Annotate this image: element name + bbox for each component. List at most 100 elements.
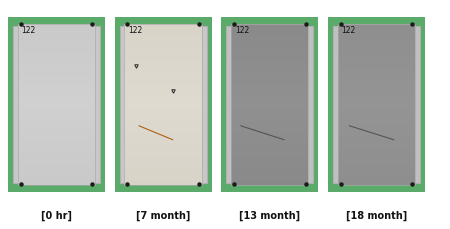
Bar <box>124 37 202 41</box>
Bar <box>18 85 95 89</box>
Bar <box>124 149 202 153</box>
Bar <box>18 109 95 113</box>
Bar <box>18 177 95 181</box>
Bar <box>18 89 95 93</box>
Bar <box>338 73 415 77</box>
Bar <box>338 101 415 105</box>
Bar <box>231 157 308 161</box>
Bar <box>338 149 415 153</box>
Bar <box>124 73 202 77</box>
Bar <box>338 89 415 93</box>
Bar <box>124 41 202 45</box>
Bar <box>338 49 415 53</box>
Bar <box>231 141 308 145</box>
Bar <box>338 157 415 161</box>
Bar <box>231 61 308 65</box>
Bar <box>338 173 415 177</box>
Bar <box>231 129 308 133</box>
Bar <box>18 133 95 137</box>
Bar <box>231 93 308 97</box>
Bar <box>124 177 202 181</box>
Bar <box>18 121 95 125</box>
Bar <box>124 25 202 185</box>
Bar <box>231 125 308 129</box>
Bar <box>231 73 308 77</box>
Bar <box>338 25 415 29</box>
Bar <box>231 101 308 105</box>
Bar <box>18 129 95 133</box>
Bar <box>18 125 95 129</box>
Bar <box>18 161 95 165</box>
Bar <box>18 45 95 49</box>
Bar <box>124 169 202 173</box>
Bar <box>338 29 415 33</box>
Bar <box>124 161 202 165</box>
Bar <box>124 157 202 161</box>
Bar <box>338 81 415 85</box>
Bar <box>18 157 95 161</box>
Bar <box>18 165 95 169</box>
Bar <box>231 133 308 137</box>
Bar <box>231 33 308 37</box>
Bar <box>18 41 95 45</box>
Bar <box>231 89 308 93</box>
Bar <box>338 125 415 129</box>
Text: [0 hr]: [0 hr] <box>41 210 72 220</box>
Bar <box>18 49 95 53</box>
Bar <box>18 25 95 185</box>
Bar <box>124 61 202 65</box>
Bar <box>124 121 202 125</box>
Bar <box>231 117 308 121</box>
Text: 122: 122 <box>22 26 36 35</box>
Bar <box>231 65 308 69</box>
Bar <box>124 65 202 69</box>
Bar <box>338 177 415 181</box>
Bar <box>338 169 415 173</box>
Bar <box>338 25 415 185</box>
Bar <box>124 57 202 61</box>
Bar <box>124 105 202 109</box>
Bar <box>124 97 202 101</box>
Bar <box>124 69 202 73</box>
Bar <box>338 53 415 57</box>
Bar <box>124 173 202 177</box>
Bar <box>338 153 415 157</box>
Bar <box>338 141 415 145</box>
Bar <box>124 77 202 81</box>
Bar <box>231 169 308 173</box>
Bar <box>338 97 415 101</box>
Bar <box>231 181 308 185</box>
Bar <box>124 89 202 93</box>
Bar <box>18 37 95 41</box>
Bar <box>231 149 308 153</box>
Bar <box>18 153 95 157</box>
Bar <box>124 153 202 157</box>
Bar <box>231 177 308 181</box>
Bar <box>231 41 308 45</box>
Bar <box>124 125 202 129</box>
Bar <box>124 117 202 121</box>
Bar <box>18 149 95 153</box>
Bar <box>18 69 95 73</box>
Bar <box>338 61 415 65</box>
Bar <box>124 137 202 141</box>
Text: [7 month]: [7 month] <box>136 210 190 220</box>
Bar <box>18 29 95 33</box>
Bar <box>231 29 308 33</box>
Bar <box>231 25 308 185</box>
Text: 122: 122 <box>235 26 249 35</box>
Bar <box>338 181 415 185</box>
Bar <box>231 145 308 149</box>
Bar <box>231 109 308 113</box>
Bar <box>124 145 202 149</box>
Bar <box>124 129 202 133</box>
Text: [18 month]: [18 month] <box>346 210 407 220</box>
Bar <box>18 57 95 61</box>
Bar <box>124 49 202 53</box>
Bar <box>231 105 308 109</box>
Bar <box>338 113 415 117</box>
Bar <box>338 129 415 133</box>
Bar <box>231 97 308 101</box>
Bar <box>124 165 202 169</box>
Bar <box>18 117 95 121</box>
